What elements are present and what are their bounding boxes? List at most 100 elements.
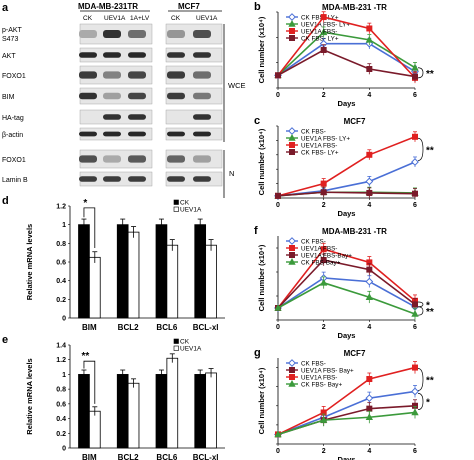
blot-row-label: BIM (2, 94, 15, 101)
bar (88, 256, 101, 319)
blot-row-label: HA-tag (2, 115, 24, 122)
category-label: BCL-xl (193, 323, 219, 332)
group-label-mda: MDA-MB-231TR (78, 2, 138, 11)
data-point (320, 246, 327, 253)
x-tick-label: 4 (367, 92, 371, 99)
x-tick-label: 0 (276, 448, 280, 455)
x-tick-label: 0 (276, 324, 280, 331)
x-axis-label: Days (338, 331, 356, 340)
x-tick-label: 6 (413, 92, 417, 99)
blot-band (79, 131, 97, 137)
significance-mark: * (426, 300, 430, 311)
data-point (412, 364, 418, 371)
legend-marker (288, 19, 296, 27)
legend-label: UEV1A FBS-Bay+ (301, 253, 352, 260)
blot-band (103, 92, 121, 100)
blot-band (128, 92, 146, 100)
blot-band (128, 114, 146, 120)
data-point (412, 190, 418, 197)
blot-band (167, 155, 185, 163)
legend-label: UEV1A FBS- (301, 375, 337, 382)
significance-mark: ** (81, 351, 89, 362)
bar (116, 224, 129, 319)
series-line (277, 49, 416, 78)
blot-band (103, 176, 121, 182)
significance-mark: ** (426, 376, 434, 387)
significance-bracket (417, 306, 424, 316)
blot-band (167, 176, 185, 182)
data-point (320, 180, 327, 187)
lane-label: 1A+LV (130, 15, 150, 22)
data-point (366, 189, 373, 196)
bar (78, 224, 90, 319)
chart-title: MCF7 (344, 349, 366, 358)
data-point (320, 14, 327, 21)
significance-bracket (83, 360, 96, 404)
data-point (412, 73, 418, 80)
legend-swatch (173, 199, 179, 205)
bar (205, 244, 217, 319)
bar (88, 410, 101, 449)
category-label: BCL6 (156, 323, 177, 332)
chart-d: d Relative mRNA levels 0 0.2 0.4 0.6 0.8 1 1.2 BI… (2, 195, 225, 332)
legend-marker (288, 257, 296, 265)
legend-label: CK FBS- (301, 129, 326, 136)
blot-row-label: β-actin (2, 132, 23, 139)
x-tick-label: 2 (322, 324, 326, 331)
data-point (365, 293, 374, 301)
lane-label: UEV1A (104, 15, 126, 22)
y-tick-label: 0.6 (56, 401, 66, 408)
blot-band (167, 30, 185, 38)
panel-letter: f (254, 225, 258, 237)
series-line (277, 277, 416, 309)
y-tick-label: 1.2 (56, 204, 66, 211)
blot-band (103, 71, 121, 79)
blot-band (103, 114, 121, 120)
legend-label: UEV1A FBS- Bay+ (301, 368, 354, 375)
legend-swatch (173, 338, 179, 344)
blot-band (79, 71, 97, 79)
data-point (365, 177, 374, 186)
legend-label: CK (180, 339, 190, 346)
blot-band (167, 71, 185, 79)
data-point (365, 35, 374, 43)
legend-label: UEV1A FBS- (301, 246, 337, 253)
blot-band (128, 71, 146, 79)
legend-marker (289, 374, 295, 380)
y-tick-label: 0.4 (56, 416, 66, 423)
data-point (274, 430, 282, 438)
data-point (365, 277, 374, 286)
legend-label: UEV1A FBS- LY+ (301, 136, 350, 143)
blot-row-label-line1: p-AKT (2, 27, 23, 34)
panel-a: a MDA-MB-231TR MCF7 CK UEV1A 1A+LV CK UE… (2, 2, 246, 198)
x-tick-label: 6 (413, 202, 417, 209)
y-tick-label: 1 (62, 372, 66, 379)
blot-band (167, 52, 185, 58)
chart-f: f Cell number (x10⁴) 0 2 4 6 Days MDA-MB-231 -T… (254, 225, 434, 340)
blot-band (193, 131, 211, 137)
blot-band (128, 176, 146, 182)
data-point (275, 192, 281, 199)
y-tick-label: 0.2 (56, 431, 66, 438)
data-point (411, 158, 419, 166)
x-tick-label: 6 (413, 324, 417, 331)
significance-mark: ** (426, 145, 434, 156)
data-point (275, 72, 281, 79)
data-point (366, 266, 373, 273)
chart-e: e Relative mRNA levels 0 0.2 0.4 0.6 0.8 1 1.2 1.… (2, 334, 225, 460)
legend-marker (288, 13, 296, 21)
series-line (277, 191, 416, 197)
chart-b: b Cell number (x10⁴) 0 2 4 6 Days MDA-MB-231 -T… (254, 1, 434, 108)
significance-bracket (83, 207, 96, 248)
data-point (366, 25, 373, 32)
x-tick-label: 6 (413, 448, 417, 455)
series-line (277, 31, 416, 76)
legend-swatch (173, 345, 179, 351)
legend-marker (289, 367, 295, 373)
group-label-mcf7: MCF7 (178, 2, 200, 11)
data-point (319, 28, 328, 36)
lane-label: UEV1A (196, 15, 218, 22)
